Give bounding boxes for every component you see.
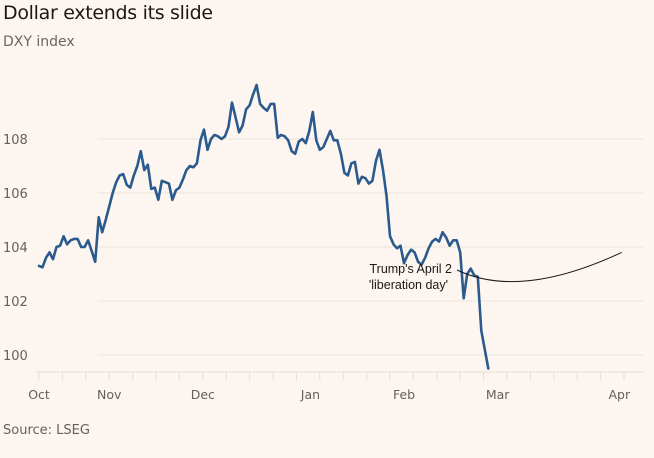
chart-title: Dollar extends its slide: [3, 2, 213, 24]
y-tick-label-104: 104: [3, 241, 28, 256]
chart-subtitle: DXY index: [3, 34, 75, 50]
x-tick-label-nov: Nov: [97, 387, 122, 402]
y-tick-label-108: 108: [3, 133, 28, 148]
annotation-connector: [456, 251, 622, 283]
source-note: Source: LSEG: [3, 423, 90, 438]
annotation-text-line-2: 'liberation day': [369, 278, 448, 292]
y-tick-label-106: 106: [3, 187, 28, 202]
annotation: Trump's April 2 'liberation day': [369, 251, 622, 292]
y-axis-ticks: 100 102 104 106 108: [3, 133, 28, 364]
x-tick-label-oct: Oct: [28, 387, 50, 402]
x-tick-label-mar: Mar: [486, 387, 510, 402]
x-tick-label-dec: Dec: [191, 387, 215, 402]
x-axis: Oct Nov Dec Jan Feb Mar Apr: [28, 371, 643, 402]
series-line-dxy: [37, 83, 490, 370]
y-tick-label-100: 100: [3, 349, 28, 364]
x-tick-label-jan: Jan: [300, 387, 320, 402]
y-tick-label-102: 102: [3, 295, 28, 310]
series-group: [37, 83, 490, 370]
gridlines: [98, 138, 643, 356]
x-tick-label-apr: Apr: [609, 387, 631, 402]
x-tick-label-feb: Feb: [393, 387, 415, 402]
annotation-text-line-1: Trump's April 2: [369, 262, 452, 276]
